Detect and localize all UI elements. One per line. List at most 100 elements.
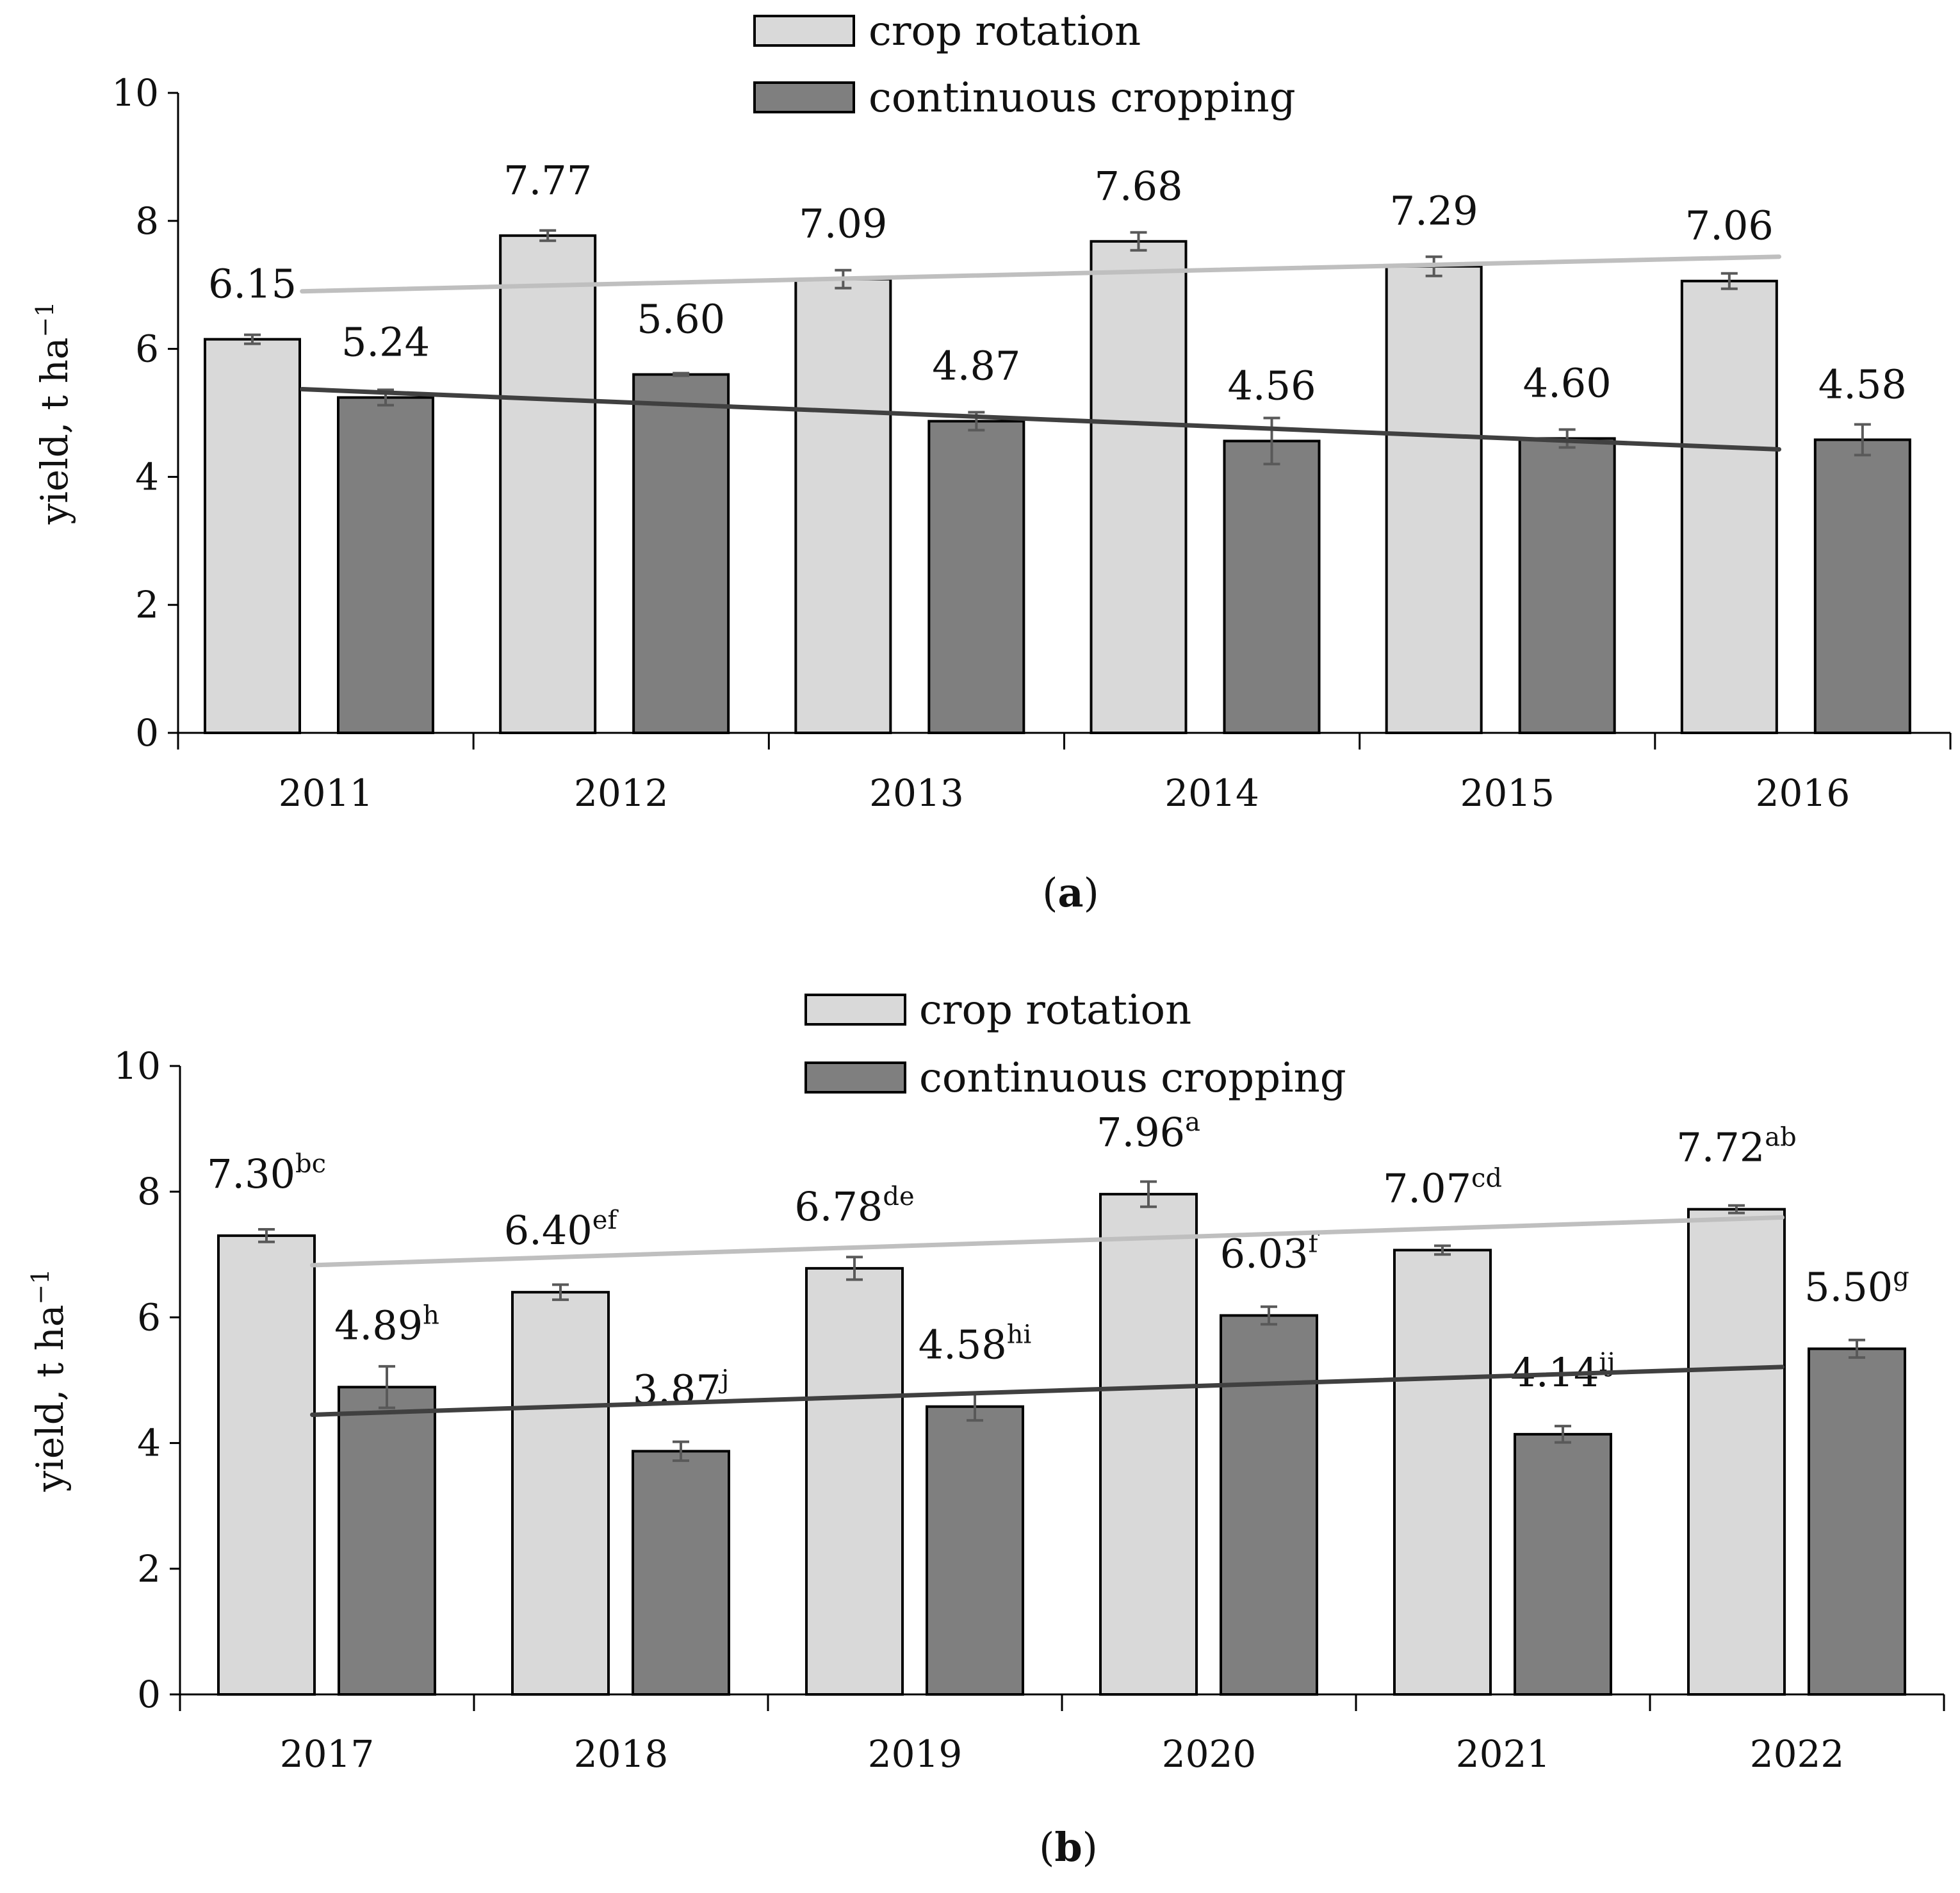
- data-label: 4.89h: [334, 1300, 439, 1348]
- bar: [1514, 1432, 1612, 1696]
- data-label-value: 4.87: [932, 342, 1020, 389]
- data-label-value: 5.50: [1804, 1263, 1893, 1310]
- data-label-value: 4.58: [919, 1322, 1007, 1368]
- data-label-superscript: ef: [592, 1206, 619, 1235]
- bar: [1393, 1249, 1492, 1696]
- x-tick-label: 2013: [869, 771, 964, 815]
- data-label-value: 7.07: [1383, 1165, 1471, 1211]
- y-axis-title-main: yield, t ha: [28, 1305, 72, 1493]
- panel-caption-close: ): [1084, 869, 1099, 916]
- x-tick-label: 2012: [574, 771, 669, 815]
- bar: [1099, 1193, 1198, 1696]
- y-tick-label: 6: [135, 327, 159, 371]
- bar: [337, 396, 434, 734]
- bar: [1680, 279, 1778, 734]
- y-tick-label: 0: [137, 1673, 161, 1716]
- bar: [499, 234, 597, 735]
- bar: [204, 338, 301, 734]
- panel-caption-letter: b: [1054, 1824, 1082, 1871]
- data-label-value: 6.03: [1220, 1230, 1309, 1277]
- bar: [927, 420, 1025, 734]
- data-label-value: 6.78: [794, 1183, 883, 1230]
- data-label: 7.29: [1390, 188, 1478, 234]
- y-tick-label: 8: [135, 199, 159, 243]
- data-label: 7.96a: [1097, 1108, 1200, 1156]
- y-axis-title-main: yield, t ha: [33, 338, 76, 525]
- data-label: 7.30bc: [207, 1149, 326, 1197]
- y-axis-title: yield, t ha−1: [31, 302, 76, 525]
- trend-line: [300, 254, 1782, 294]
- data-label-value: 6.40: [504, 1207, 592, 1254]
- x-tick-label: 2019: [868, 1732, 963, 1776]
- y-tick-label: 0: [135, 711, 159, 755]
- legend-label: continuous cropping: [919, 1054, 1346, 1102]
- x-tick-label: 2014: [1164, 771, 1259, 815]
- bar: [511, 1291, 610, 1696]
- y-tick-label: 10: [113, 1044, 161, 1088]
- data-label: 4.56: [1227, 362, 1316, 409]
- legend-swatch: [804, 994, 906, 1026]
- panel-caption-open: (: [1042, 869, 1058, 916]
- data-label: 7.09: [799, 201, 887, 247]
- data-label-value: 4.58: [1818, 361, 1907, 407]
- bar: [632, 1450, 730, 1696]
- x-tick-label: 2016: [1756, 771, 1850, 815]
- data-label: 6.03f: [1220, 1229, 1320, 1277]
- x-tick-label: 2021: [1456, 1732, 1551, 1776]
- bar: [338, 1386, 436, 1696]
- data-label-value: 7.77: [503, 157, 592, 204]
- data-label: 5.50g: [1804, 1262, 1909, 1310]
- data-label-value: 7.06: [1685, 202, 1774, 249]
- panel-caption-open: (: [1039, 1824, 1054, 1871]
- data-label: 7.06: [1685, 202, 1774, 249]
- data-label-value: 4.60: [1523, 359, 1612, 406]
- data-label-value: 7.72: [1676, 1124, 1765, 1171]
- y-axis-title-sup: −1: [26, 1269, 54, 1305]
- data-label-superscript: de: [883, 1182, 914, 1211]
- data-label-superscript: hi: [1007, 1320, 1032, 1350]
- data-label-value: 5.60: [637, 296, 725, 343]
- data-label: 5.24: [341, 319, 430, 366]
- data-label-value: 7.30: [207, 1151, 295, 1197]
- y-tick-label: 4: [135, 455, 159, 498]
- data-label-superscript: ab: [1765, 1123, 1796, 1152]
- data-label: 4.60: [1523, 359, 1612, 406]
- data-label: 6.78de: [794, 1182, 914, 1230]
- x-tick-label: 2022: [1750, 1732, 1845, 1776]
- bar: [805, 1266, 904, 1696]
- chart-panel-b: 0 2 4 6 8 10 yield, t ha−1 2017 2018 2019 2020 2021…: [26, 987, 1945, 1871]
- x-tick-label: 2018: [574, 1732, 669, 1776]
- panel-caption-letter: a: [1058, 869, 1083, 916]
- data-label: 4.58: [1818, 361, 1907, 407]
- y-tick-label: 6: [137, 1295, 161, 1339]
- data-label-superscript: bc: [295, 1149, 326, 1179]
- y-axis-title-sup: −1: [31, 302, 59, 338]
- data-label: 7.77: [503, 157, 592, 204]
- data-label: 4.87: [932, 342, 1020, 389]
- data-label: 7.68: [1094, 163, 1182, 209]
- data-label-value: 7.09: [799, 201, 887, 247]
- legend-label: continuous cropping: [869, 74, 1296, 122]
- panel-caption: (a): [1042, 869, 1099, 916]
- data-label-value: 4.56: [1227, 362, 1316, 409]
- data-label-value: 7.68: [1094, 163, 1182, 209]
- x-tick-label: 2020: [1162, 1732, 1257, 1776]
- data-label: 7.72ab: [1676, 1123, 1797, 1171]
- bar: [1813, 438, 1911, 734]
- bar: [1385, 265, 1483, 734]
- data-label-superscript: j: [719, 1364, 729, 1394]
- legend-label: crop rotation: [919, 987, 1191, 1034]
- bar: [1518, 437, 1616, 735]
- data-label-value: 6.15: [208, 261, 297, 307]
- data-label-superscript: f: [1309, 1229, 1320, 1258]
- bar: [926, 1405, 1024, 1696]
- y-tick-label: 2: [135, 583, 159, 627]
- data-label-value: 7.29: [1390, 188, 1478, 234]
- legend-swatch: [753, 81, 855, 113]
- data-label: 4.58hi: [919, 1320, 1032, 1368]
- x-tick-label: 2011: [279, 771, 373, 815]
- x-tick-label: 2017: [280, 1732, 375, 1776]
- legend-swatch: [804, 1061, 906, 1094]
- bar: [794, 277, 892, 735]
- trend-line: [310, 1215, 1785, 1268]
